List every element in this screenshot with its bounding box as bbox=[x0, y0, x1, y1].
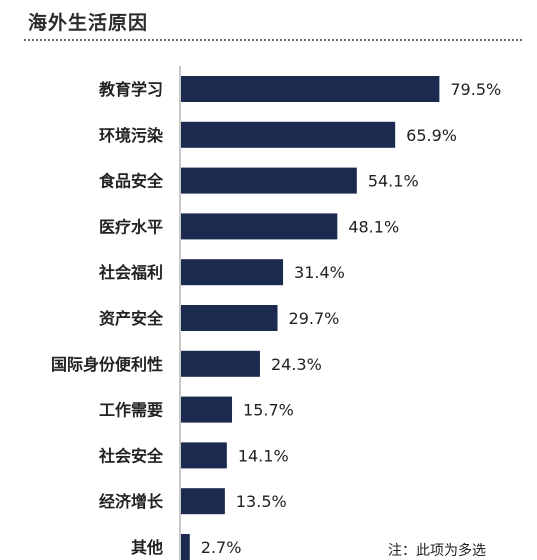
value-label: 79.5% bbox=[450, 80, 501, 99]
title-divider bbox=[24, 39, 522, 41]
bar bbox=[181, 488, 225, 515]
category-label: 工作需要 bbox=[99, 401, 163, 420]
category-label: 社会福利 bbox=[98, 263, 163, 282]
bar bbox=[181, 167, 357, 194]
category-label: 其他 bbox=[131, 538, 163, 557]
value-label: 13.5% bbox=[236, 492, 287, 511]
bar bbox=[181, 350, 260, 377]
category-label: 教育学习 bbox=[99, 80, 163, 99]
category-label: 国际身份便利性 bbox=[51, 355, 163, 374]
value-label: 2.7% bbox=[201, 538, 242, 557]
bar bbox=[181, 213, 338, 240]
bar bbox=[181, 396, 233, 423]
bar bbox=[181, 442, 227, 469]
value-label: 15.7% bbox=[243, 401, 294, 420]
chart-title: 海外生活原因 bbox=[28, 12, 149, 34]
footnote: 注：此项为多选 bbox=[388, 543, 486, 559]
category-label: 资产安全 bbox=[99, 309, 164, 328]
value-label: 48.1% bbox=[348, 217, 399, 236]
bar bbox=[181, 259, 284, 286]
value-label: 54.1% bbox=[368, 172, 419, 191]
category-label: 社会安全 bbox=[98, 446, 164, 465]
bar bbox=[181, 76, 440, 102]
bar bbox=[181, 534, 190, 560]
category-label: 食品安全 bbox=[98, 172, 164, 191]
category-label: 医疗水平 bbox=[99, 217, 163, 236]
value-label: 29.7% bbox=[289, 309, 340, 328]
category-label: 环境污染 bbox=[99, 126, 164, 145]
bar bbox=[181, 121, 396, 148]
bar bbox=[181, 305, 278, 331]
value-label: 24.3% bbox=[271, 355, 322, 374]
value-label: 65.9% bbox=[406, 126, 457, 145]
category-label: 经济增长 bbox=[99, 492, 164, 511]
value-label: 14.1% bbox=[238, 446, 289, 465]
value-label: 31.4% bbox=[294, 263, 345, 282]
